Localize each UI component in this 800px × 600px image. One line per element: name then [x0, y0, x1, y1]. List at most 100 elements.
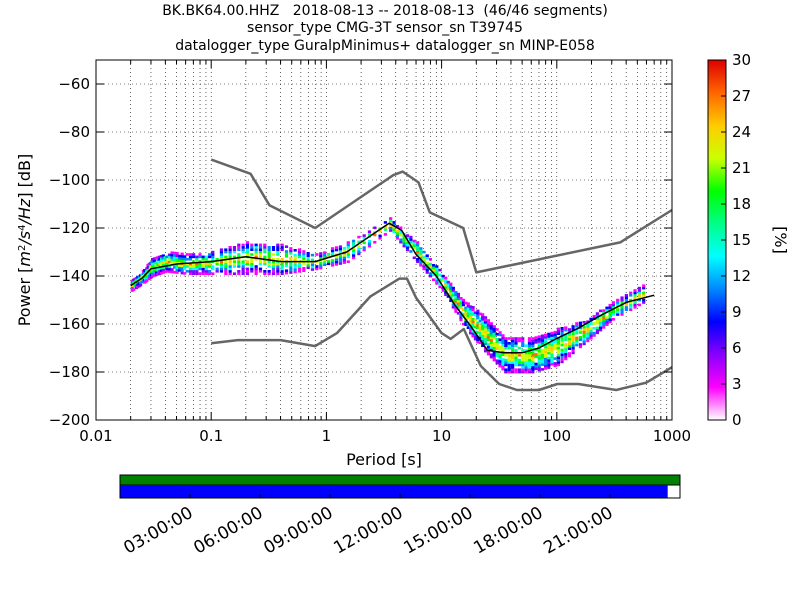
heatmap-cell [402, 240, 406, 243]
heatmap-cell [492, 349, 496, 352]
heatmap-cell [237, 255, 241, 259]
heatmap-cell [498, 338, 502, 341]
heatmap-cell [211, 265, 215, 268]
heatmap-cell [172, 256, 177, 260]
heatmap-cell [556, 346, 560, 350]
heatmap-cell [611, 313, 615, 316]
heatmap-cell [215, 260, 219, 263]
heatmap-cell [215, 270, 219, 273]
heatmap-cell [605, 321, 609, 324]
heatmap-cell [156, 268, 160, 271]
heatmap-cell [589, 329, 593, 333]
heatmap-cell [464, 301, 468, 305]
heatmap-cell [158, 270, 162, 273]
heatmap-cell [469, 331, 473, 335]
heatmap-cell [540, 351, 545, 354]
heatmap-cell [208, 272, 212, 275]
heatmap-cell [560, 341, 564, 344]
heatmap-cell [514, 356, 518, 359]
heatmap-cell [228, 255, 232, 259]
heatmap-cell [642, 298, 646, 302]
heatmap-cell [284, 255, 289, 258]
heatmap-cell [183, 260, 187, 263]
heatmap-cell [611, 306, 615, 309]
heatmap-cell [492, 354, 496, 357]
heatmap-cell [158, 272, 162, 275]
heatmap-cell [595, 312, 599, 315]
heatmap-cell [306, 266, 310, 269]
heatmap-cell [302, 262, 306, 265]
heatmap-cell [245, 253, 250, 256]
heatmap-cell [416, 253, 420, 256]
heatmap-cell [449, 299, 453, 302]
heatmap-cell [271, 267, 276, 271]
heatmap-cell [537, 354, 541, 358]
colorbar-tick-label: 27 [732, 87, 751, 105]
heatmap-cell [258, 253, 263, 256]
heatmap-cell [338, 250, 343, 253]
heatmap-cell [524, 370, 528, 374]
heatmap-cell [501, 346, 505, 349]
heatmap-cell [481, 337, 485, 340]
heatmap-cell [232, 248, 237, 251]
heatmap-cell [598, 326, 603, 329]
heatmap-cell [165, 270, 169, 273]
heatmap-cell [464, 321, 468, 324]
heatmap-cell [444, 279, 448, 282]
heatmap-cell [571, 334, 575, 338]
heatmap-cell [267, 260, 271, 263]
heatmap-cell [219, 258, 224, 261]
heatmap-cell [419, 249, 423, 253]
heatmap-cell [571, 342, 575, 345]
heatmap-cell [544, 357, 548, 361]
heatmap-cell [575, 341, 579, 344]
heatmap-cell [172, 251, 177, 255]
heatmap-cell [504, 342, 508, 345]
heatmap-cell [188, 267, 193, 271]
heatmap-cell [524, 351, 528, 355]
heatmap-cell [167, 253, 172, 257]
heatmap-cell [629, 308, 633, 311]
heatmap-cell [478, 329, 482, 332]
heatmap-cell [466, 307, 470, 310]
heatmap-cell [501, 360, 505, 364]
heatmap-cell [486, 343, 491, 346]
heatmap-cell [511, 361, 515, 364]
heatmap-cell [637, 291, 641, 295]
heatmap-cell [504, 368, 508, 371]
heatmap-cell [245, 248, 250, 251]
heatmap-cell [224, 248, 228, 251]
heatmap-cell [471, 318, 475, 321]
heatmap-cell [527, 356, 532, 359]
heatmap-cell [544, 336, 548, 339]
heatmap-cell [219, 253, 224, 256]
heatmap-cell [293, 258, 297, 262]
heatmap-cell [258, 260, 263, 263]
heatmap-cell [511, 337, 515, 340]
heatmap-cell [595, 319, 599, 323]
heatmap-cell [456, 300, 461, 303]
heatmap-cell [156, 256, 160, 259]
heatmap-cell [302, 267, 306, 270]
heatmap-cell [323, 256, 327, 259]
heatmap-cell [178, 269, 182, 272]
heatmap-cell [438, 278, 442, 281]
x-tick-label: 0.01 [79, 427, 112, 445]
heatmap-cell [198, 267, 202, 271]
heatmap-cell [556, 327, 560, 331]
heatmap-cell [473, 333, 478, 336]
heatmap-cell [571, 327, 575, 331]
heatmap-cell [198, 262, 202, 266]
heatmap-cell [466, 304, 470, 308]
heatmap-cell [383, 233, 387, 236]
heatmap-cell [547, 361, 551, 365]
heatmap-cell [473, 313, 478, 317]
heatmap-cell [161, 264, 165, 267]
heatmap-cell [602, 323, 606, 327]
heatmap-cell [598, 319, 603, 322]
heatmap-cell [456, 295, 461, 298]
heatmap-cell [144, 277, 148, 281]
heatmap-cell [188, 262, 193, 266]
heatmap-cell [428, 272, 433, 275]
heatmap-cell [544, 333, 548, 337]
